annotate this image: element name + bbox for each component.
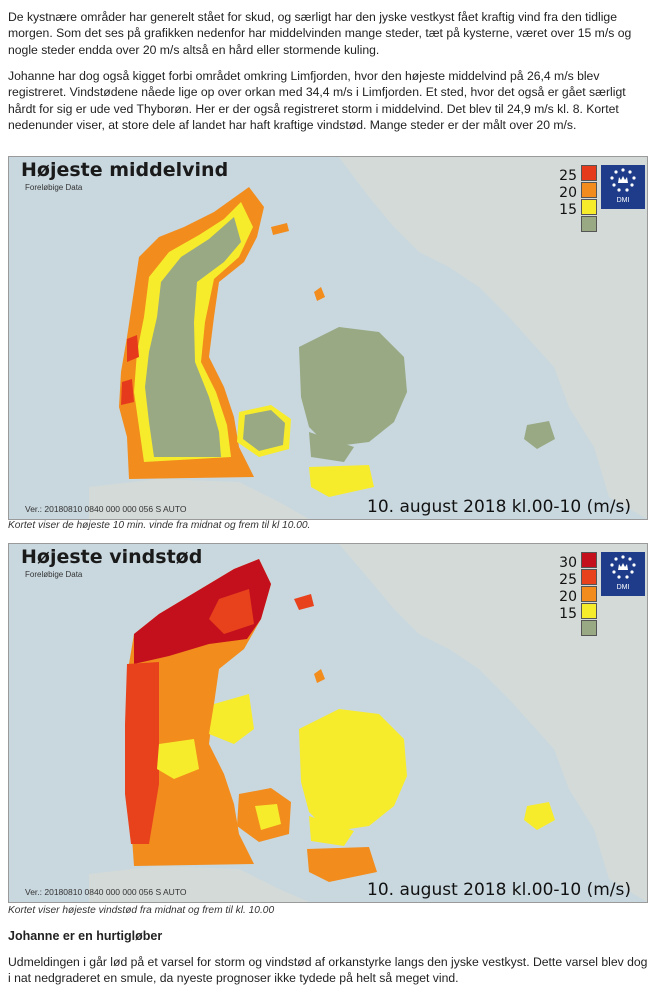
legend-row <box>557 620 597 637</box>
map-date-label: 10. august 2018 kl.00-10 (m/s) <box>367 880 631 900</box>
legend-label: 25 <box>559 572 577 588</box>
legend-swatch-darkred <box>581 552 597 568</box>
map-title: Højeste middelvind <box>21 159 229 181</box>
legend-swatch-red <box>581 569 597 585</box>
dmi-logo-text: DMI <box>616 584 630 591</box>
map-legend: 25 20 15 <box>557 165 597 233</box>
legend-row: 15 <box>557 603 597 622</box>
gust-map-graphic <box>89 544 647 902</box>
map-version: Ver.: 20180810 0840 000 000 056 S AUTO <box>25 504 187 514</box>
legend-label: 25 <box>559 168 577 184</box>
legend-swatch-yellow <box>581 603 597 619</box>
legend-swatch-red <box>581 165 597 181</box>
legend-row: 15 <box>557 199 597 218</box>
crown-icon <box>610 555 636 579</box>
crown-icon <box>610 168 636 192</box>
legend-row: 20 <box>557 182 597 201</box>
legend-label: 20 <box>559 589 577 605</box>
legend-row: 20 <box>557 586 597 605</box>
intro-paragraph: De kystnære områder har generelt stået f… <box>8 10 632 57</box>
map-title: Højeste vindstød <box>21 546 203 568</box>
legend-label: 20 <box>559 185 577 201</box>
map-subtitle: Foreløbige Data <box>25 183 83 192</box>
map-subtitle: Foreløbige Data <box>25 570 83 579</box>
dmi-logo-text: DMI <box>616 197 630 204</box>
map-legend: 30 25 20 15 <box>557 552 597 637</box>
mean-wind-map: Højeste middelvind Foreløbige Data 25 20… <box>8 156 648 520</box>
limfjord-paragraph: Johanne har dog også kigget forbi område… <box>8 69 626 133</box>
legend-label: 15 <box>559 202 577 218</box>
map-version: Ver.: 20180810 0840 000 000 056 S AUTO <box>25 887 187 897</box>
legend-row: 30 <box>557 552 597 571</box>
legend-swatch-yellow <box>581 199 597 215</box>
dmi-logo: DMI <box>601 165 645 209</box>
legend-label: 15 <box>559 606 577 622</box>
warning-paragraph: Udmeldingen i går lød på et varsel for s… <box>8 955 648 986</box>
dmi-logo: DMI <box>601 552 645 596</box>
legend-row <box>557 216 597 233</box>
mean-wind-map-graphic <box>89 157 647 519</box>
legend-row: 25 <box>557 165 597 184</box>
legend-swatch-green <box>581 216 597 232</box>
legend-swatch-orange <box>581 586 597 602</box>
map-date-label: 10. august 2018 kl.00-10 (m/s) <box>367 497 631 517</box>
gust-map: Højeste vindstød Foreløbige Data 30 25 2… <box>8 543 648 903</box>
legend-label: 30 <box>559 555 577 571</box>
mean-wind-caption: Kortet viser de højeste 10 min. vinde fr… <box>8 520 311 531</box>
legend-swatch-orange <box>581 182 597 198</box>
section-heading: Johanne er en hurtigløber <box>8 929 163 943</box>
legend-row: 25 <box>557 569 597 588</box>
legend-swatch-green <box>581 620 597 636</box>
gust-caption: Kortet viser højeste vindstød fra midnat… <box>8 905 275 916</box>
